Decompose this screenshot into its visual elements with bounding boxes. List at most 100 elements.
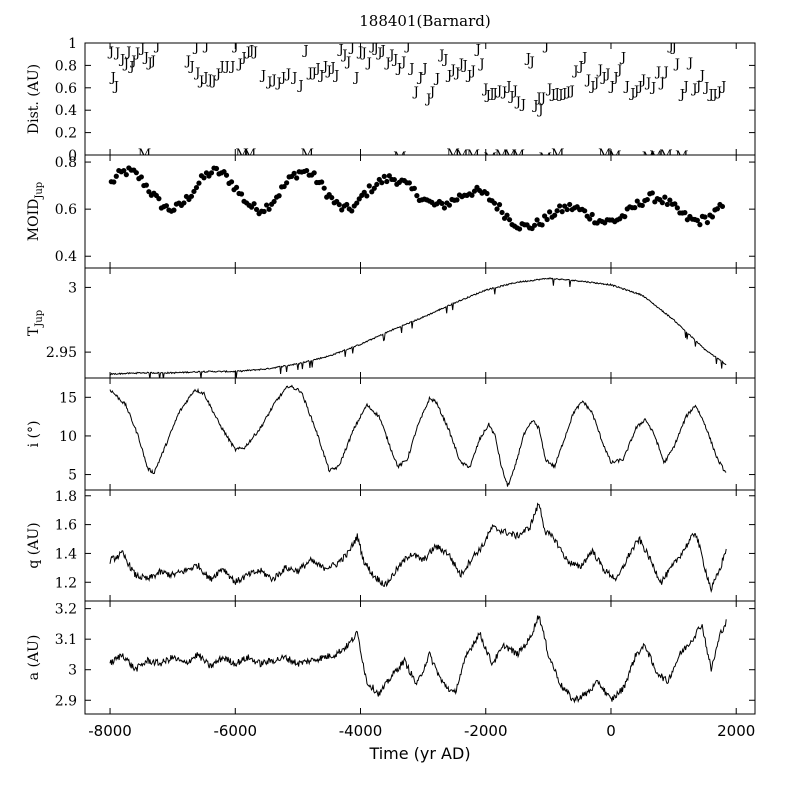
moid-point (564, 206, 570, 213)
moid-point (201, 175, 207, 181)
jupiter-marker: J (153, 39, 160, 54)
jupiter-marker: J (553, 86, 560, 101)
jupiter-marker: J (412, 85, 419, 100)
jupiter-marker: J (491, 86, 498, 101)
jupiter-marker: J (378, 44, 385, 59)
y-tick-label: 0.4 (55, 249, 77, 265)
moid-point (366, 183, 372, 189)
moid-point (506, 217, 513, 223)
jupiter-marker: J (290, 71, 297, 86)
jupiter-marker: J (560, 86, 567, 101)
jupiter-marker: J (420, 62, 427, 77)
moid-point (446, 202, 453, 208)
jupiter-marker: J (564, 85, 571, 100)
jupiter-marker: J (368, 39, 375, 54)
moid-point (284, 180, 290, 186)
jupiter-marker: J (457, 57, 464, 72)
moid-point (208, 170, 215, 176)
jupiter-marker: J (138, 41, 145, 56)
panel-3: 2.95 3 TJup (26, 267, 756, 379)
moid-point (111, 179, 117, 185)
moid-point (471, 188, 478, 194)
mars-marker: M (495, 148, 508, 163)
jupiter-marker: J (375, 46, 382, 61)
jupiter-marker: J (527, 55, 534, 70)
x-tick-label: -4000 (339, 722, 383, 740)
y-axis-label-text: a (AU) (26, 635, 42, 681)
moid-point (304, 167, 310, 174)
jupiter-marker: J (654, 65, 661, 80)
moid-point (223, 172, 230, 178)
jupiter-marker: J (247, 44, 254, 59)
y-tick-label: 0.6 (55, 81, 77, 97)
jupiter-marker: J (187, 59, 194, 74)
moid-point (123, 172, 129, 178)
moid-point (329, 194, 335, 201)
x-tick-label: -6000 (213, 722, 257, 740)
jupiter-marker: J (504, 80, 511, 95)
x-axis-title: Time (yr AD) (368, 744, 470, 763)
jupiter-marker: J (325, 64, 332, 79)
moid-point (271, 198, 277, 205)
y-tick-label: 0.4 (55, 103, 77, 119)
jupiter-marker: J (109, 71, 116, 86)
jupiter-marker: J (686, 56, 693, 71)
moid-point (414, 193, 420, 199)
moid-point (544, 216, 550, 223)
jupiter-marker: J (251, 45, 258, 60)
moid-point (193, 184, 200, 191)
moid-point (659, 200, 665, 206)
moid-point (667, 197, 673, 203)
moid-point (228, 179, 235, 185)
moid-point (261, 208, 267, 215)
series-line (109, 615, 727, 704)
moid-point (559, 209, 565, 215)
jupiter-marker: J (644, 76, 651, 91)
jupiter-marker: J (511, 84, 518, 99)
moid-point (379, 180, 385, 186)
jupiter-marker: J (184, 54, 191, 69)
jupiter-marker: J (465, 68, 472, 83)
moid-point (484, 190, 490, 197)
jupiter-marker: J (536, 103, 543, 118)
moid-point (441, 205, 448, 211)
y-axis-label-text: i (°) (26, 421, 42, 448)
moid-point (494, 206, 500, 212)
mars-marker: M (642, 150, 655, 165)
moid-point (682, 210, 688, 216)
moid-point (276, 193, 282, 199)
moid-point (281, 183, 287, 190)
jupiter-marker: J (407, 62, 414, 77)
jupiter-marker: J (209, 74, 216, 89)
jupiter-marker: J (460, 58, 467, 73)
jupiter-marker: J (387, 48, 394, 63)
moid-point (664, 201, 670, 208)
moid-point (266, 206, 272, 212)
y-axis-label: MOIDJup (26, 182, 45, 241)
moid-point (319, 179, 325, 185)
moid-point (188, 193, 195, 199)
x-tick-label: -2000 (464, 722, 508, 740)
jupiter-marker: J (365, 56, 372, 71)
moid-point (622, 214, 628, 220)
jupiter-marker: J (279, 71, 286, 86)
moid-point (381, 173, 387, 179)
jupiter-marker: J (592, 76, 599, 91)
jupiter-marker: J (391, 53, 398, 68)
jupiter-marker: J (556, 87, 563, 102)
jupiter-marker: J (317, 68, 324, 83)
y-tick-label: 1.2 (55, 575, 77, 591)
series-line (109, 502, 727, 593)
y-tick-label: 2.9 (55, 693, 77, 709)
jupiter-marker: J (514, 95, 521, 110)
moid-point (639, 202, 645, 209)
mars-marker: M (483, 151, 496, 166)
moid-point (649, 190, 655, 196)
panel-frame (84, 600, 756, 715)
jupiter-marker: J (615, 63, 622, 78)
plot-area (109, 384, 727, 487)
moid-point (672, 201, 678, 207)
jupiter-marker: J (231, 39, 238, 54)
